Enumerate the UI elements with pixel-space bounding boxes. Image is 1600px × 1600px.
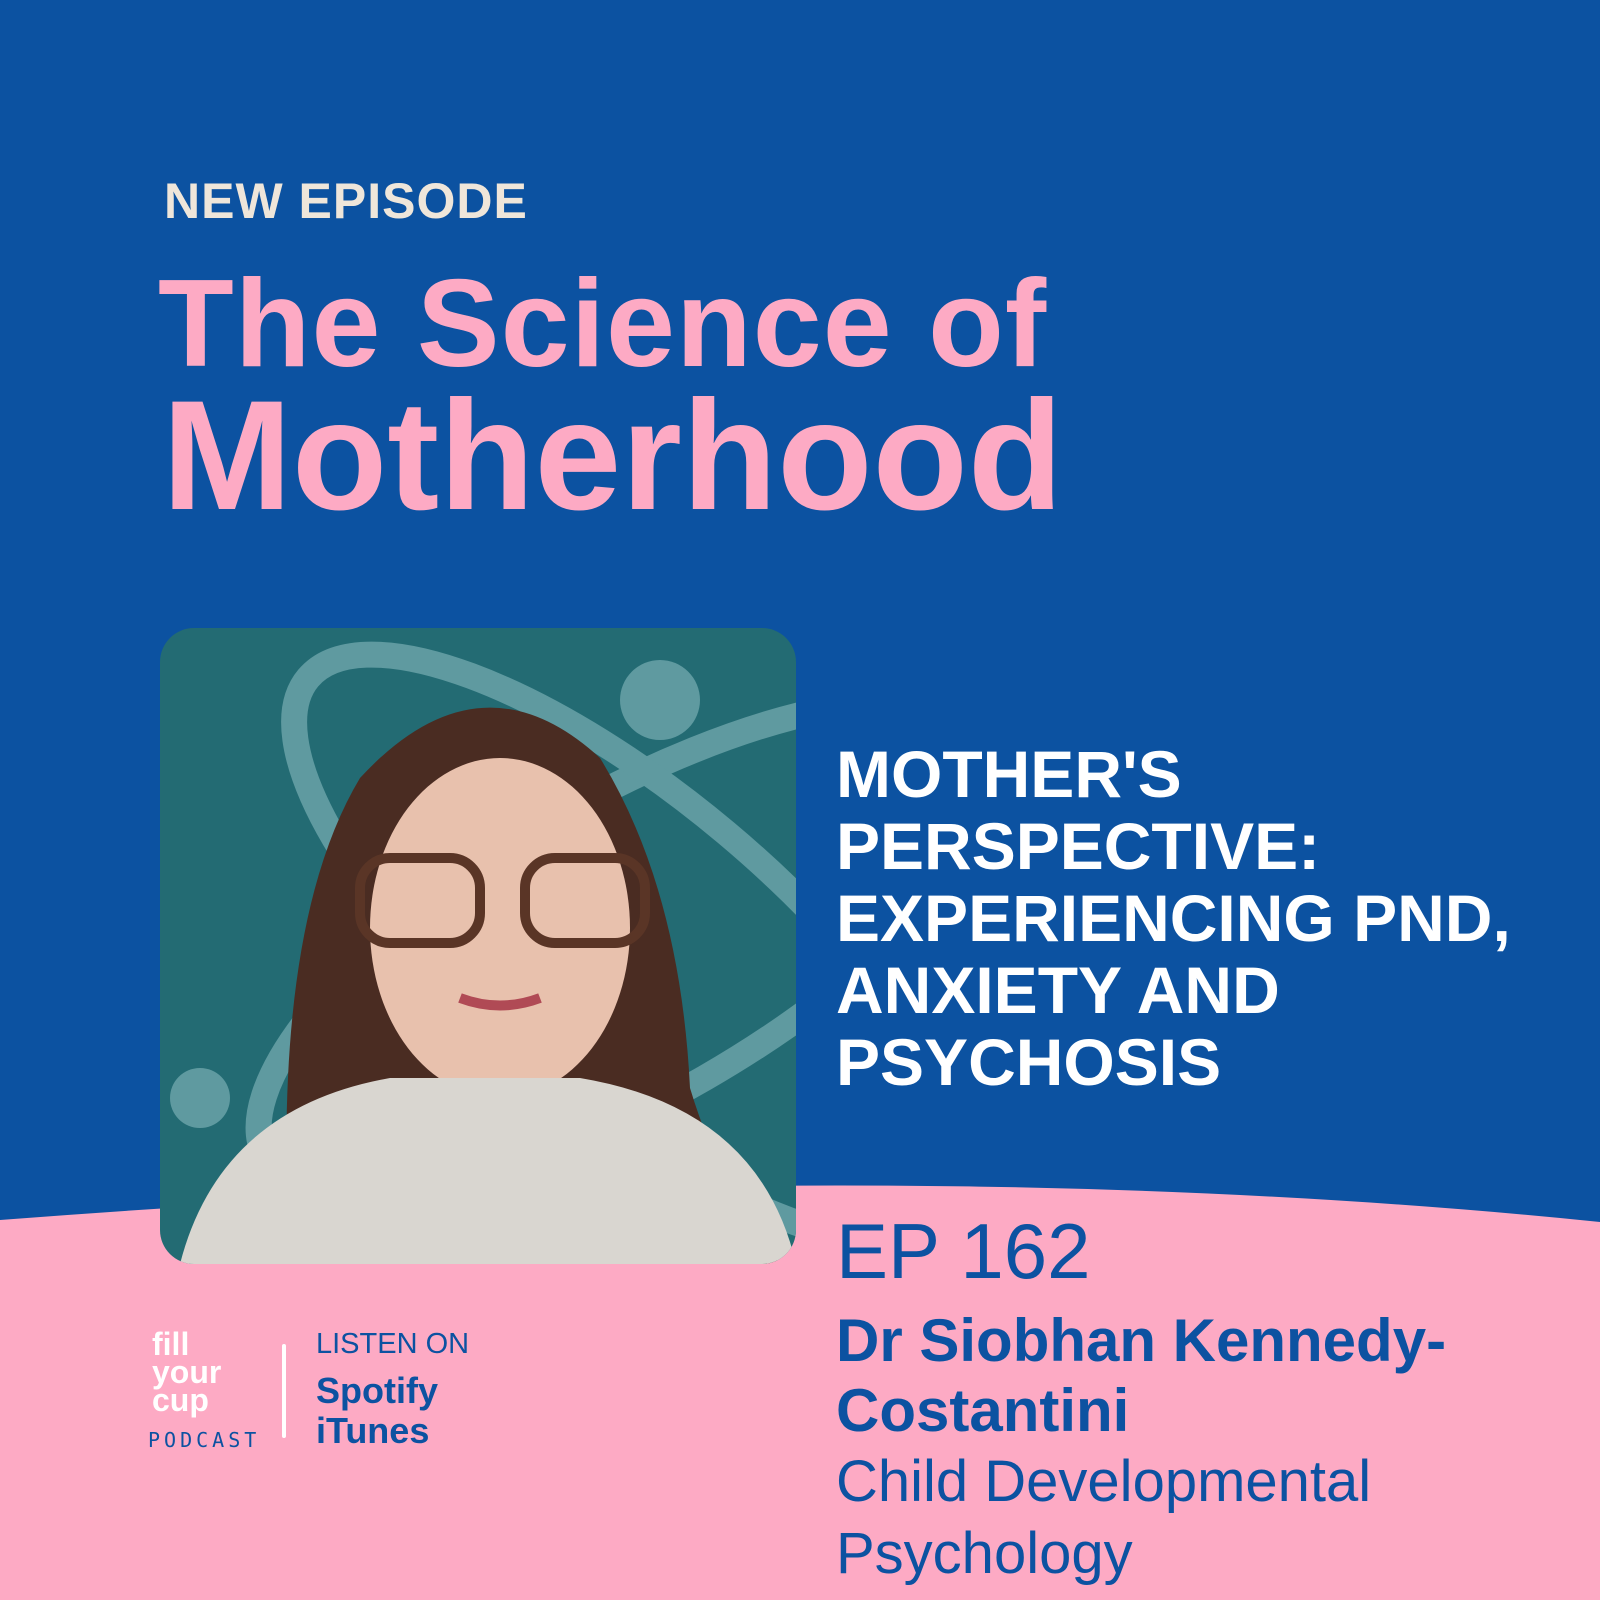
show-title-line2: Motherhood: [162, 369, 1064, 543]
guest-name: Dr Siobhan Kennedy-Costantini: [836, 1307, 1447, 1444]
listen-on-label: LISTEN ON: [316, 1328, 470, 1360]
logo-text: fill your cup: [152, 1326, 222, 1418]
divider: [282, 1344, 286, 1438]
podcast-label: PODCAST: [148, 1428, 261, 1452]
spotify-link[interactable]: Spotify: [316, 1370, 438, 1411]
guest-field: Child Developmental Psychology: [836, 1449, 1372, 1586]
episode-topic: MOTHER'S PERSPECTIVE: EXPERIENCING PND, …: [836, 737, 1511, 1099]
atom-icon: [170, 641, 796, 1264]
itunes-link[interactable]: iTunes: [316, 1410, 430, 1451]
show-title-line1: The Science of: [158, 255, 1048, 393]
new-episode-label: NEW EPISODE: [164, 173, 528, 229]
guest-photo: [160, 628, 796, 1264]
episode-number: EP 162: [836, 1207, 1091, 1295]
podcast-logo: fill your cup: [152, 1326, 262, 1418]
guest-portrait: [180, 707, 796, 1264]
